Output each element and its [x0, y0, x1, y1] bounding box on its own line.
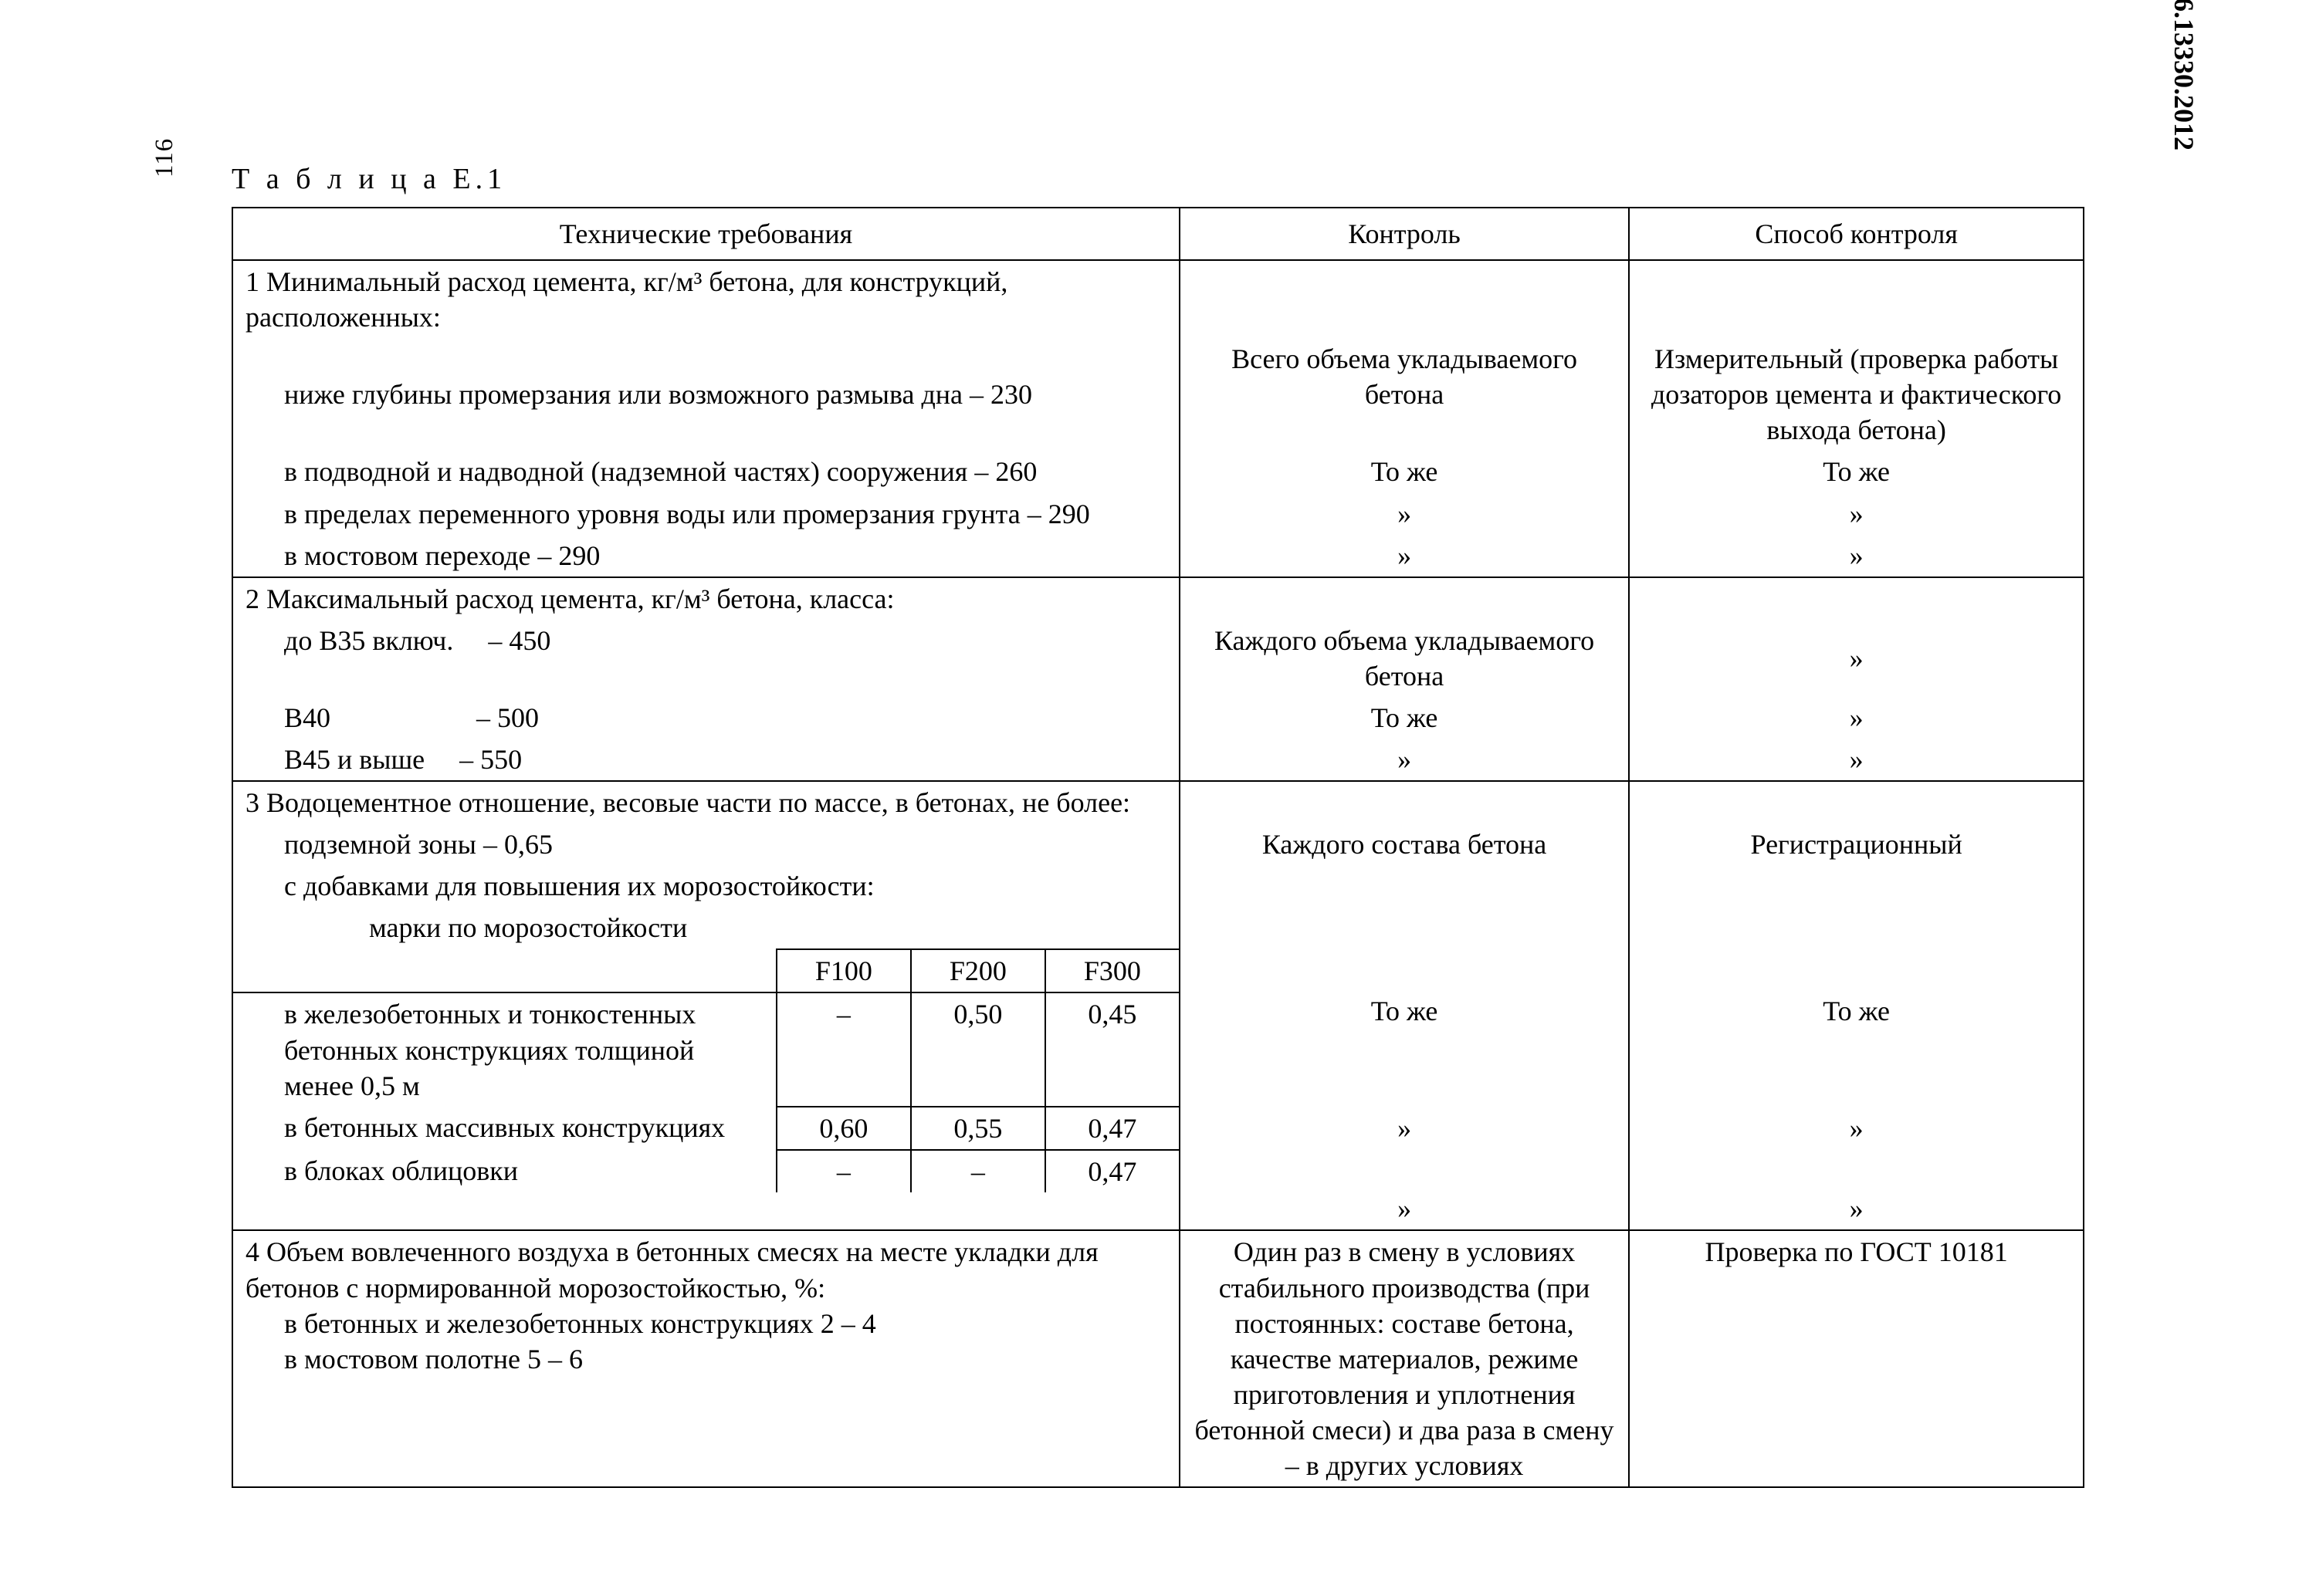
- sec1-row1: ниже глубины промерзания или возможного …: [232, 338, 2084, 451]
- frost-rc-v3: 0,47: [1045, 1150, 1179, 1192]
- sec3-frost-header: F100 F200 F300 в железобетонных и тонкос…: [232, 948, 2084, 1230]
- sec4-met: Проверка по ГОСТ 10181: [1629, 1230, 2084, 1487]
- header-req: Технические требования: [232, 208, 1180, 260]
- sec2-row2-ctrl: То же: [1180, 697, 1629, 739]
- sec2-row3-ctrl: »: [1180, 739, 1629, 781]
- sec3-row2: с добавками для повышения их морозостойк…: [232, 865, 2084, 907]
- frost-rb-met: »: [1630, 1107, 2083, 1188]
- table-title: Т а б л и ц а Е.1: [232, 162, 2084, 196]
- sec1-row1-req: ниже глубины промерзания или возможного …: [245, 377, 1166, 412]
- sec1-row3-ctrl: »: [1180, 493, 1629, 535]
- frost-rc-lbl: в блоках облицовки: [245, 1153, 764, 1189]
- sec3-row1-req: подземной зоны – 0,65: [245, 827, 1166, 862]
- frost-ra-met: То же: [1630, 990, 2083, 1107]
- sec1-title-row: 1 Минимальный расход цемента, кг/м³ бето…: [232, 260, 2084, 338]
- sec1-row2-req: в подводной и надводной (надземной частя…: [245, 454, 1166, 489]
- frost-ra-ctrl: То же: [1180, 990, 1628, 1107]
- sec3-row1-ctrl: Каждого состава бетона: [1180, 823, 1629, 865]
- frost-rc-v2: –: [911, 1150, 1045, 1192]
- sec2-row1: до В35 включ. – 450 Каждого объема уклад…: [232, 620, 2084, 687]
- page: 116 СП 46.13330.2012 Т а б л и ц а Е.1 Т…: [0, 0, 2316, 1596]
- sec4-title: 4 Объем вовлеченного воздуха в бетонных …: [245, 1236, 1099, 1303]
- frost-col2: F200: [911, 949, 1045, 992]
- sec1-row1-ctrl: Всего объема укладываемого бетона: [1180, 338, 1629, 451]
- frost-ra-lbl: в железобетонных и тонкостенных бетонных…: [245, 996, 764, 1103]
- sec2-row2-met: »: [1629, 697, 2084, 739]
- sec1-row2-met: То же: [1629, 451, 2084, 492]
- sec1-row4-req: в мостовом переходе – 290: [245, 538, 1166, 573]
- sec1-row3-req: в пределах переменного уровня воды или п…: [245, 496, 1166, 532]
- frost-ra-v3: 0,45: [1045, 992, 1179, 1106]
- frost-ra-v2: 0,50: [911, 992, 1045, 1106]
- sec1-row4: в мостовом переходе – 290 » »: [232, 535, 2084, 577]
- sec3-row2-req: с добавками для повышения их морозостойк…: [245, 868, 1166, 904]
- sec2-row3-met: »: [1629, 739, 2084, 781]
- sec3-title: 3 Водоцементное отношение, весовые части…: [232, 781, 1180, 823]
- sec3-row3-req: марки по морозостойкости: [245, 910, 1166, 945]
- frost-rb-v1: 0,60: [777, 1107, 911, 1150]
- frost-rb-lbl: в бетонных массивных конструкциях: [245, 1110, 764, 1145]
- table-header-row: Технические требования Контроль Способ к…: [232, 208, 2084, 260]
- sec2-title-row: 2 Максимальный расход цемента, кг/м³ бет…: [232, 577, 2084, 620]
- sec1-row1-met: Измерительный (проверка работы дозаторов…: [1629, 338, 2084, 451]
- requirements-table: Технические требования Контроль Способ к…: [232, 207, 2084, 1488]
- sec2-row1-met: »: [1629, 620, 2084, 697]
- sec2-row3-req: В45 и выше – 550: [245, 742, 1166, 777]
- frost-inner-table: F100 F200 F300 в железобетонных и тонкос…: [233, 948, 1179, 1192]
- frost-col1: F100: [777, 949, 911, 992]
- sec2-title: 2 Максимальный расход цемента, кг/м³ бет…: [232, 577, 1180, 620]
- sec1-row2: в подводной и надводной (надземной частя…: [232, 451, 2084, 492]
- sec4-row1: в бетонных и железобетонных конструкциях…: [245, 1306, 1166, 1341]
- page-number: 116: [151, 138, 179, 178]
- sec1-row2-ctrl: То же: [1180, 451, 1629, 492]
- sec2-row1-ctrl: Каждого объема укладываемого бетона: [1180, 620, 1629, 697]
- frost-rb-v2: 0,55: [911, 1107, 1045, 1150]
- sec1-row4-met: »: [1629, 535, 2084, 577]
- sec3-row1: подземной зоны – 0,65 Каждого состава бе…: [232, 823, 2084, 865]
- sec2-row1-req: до В35 включ. – 450: [245, 623, 1166, 658]
- sec1-row3-met: »: [1629, 493, 2084, 535]
- frost-col3: F300: [1045, 949, 1179, 992]
- sec4-ctrl: Один раз в смену в условиях стабильного …: [1180, 1230, 1629, 1487]
- sec3-row1-met: Регистрационный: [1629, 823, 2084, 865]
- sec3-title-row: 3 Водоцементное отношение, весовые части…: [232, 781, 2084, 823]
- sec4-row: 4 Объем вовлеченного воздуха в бетонных …: [232, 1230, 2084, 1487]
- sec1-row3: в пределах переменного уровня воды или п…: [232, 493, 2084, 535]
- sec3-row3: марки по морозостойкости: [232, 907, 2084, 948]
- frost-rc-ctrl: »: [1180, 1188, 1628, 1229]
- doc-code: СП 46.13330.2012: [2168, 0, 2200, 150]
- frost-rb-ctrl: »: [1180, 1107, 1628, 1188]
- frost-rc-v1: –: [777, 1150, 911, 1192]
- sec2-row3: В45 и выше – 550 » »: [232, 739, 2084, 781]
- sec2-row2: В40 – 500 То же »: [232, 697, 2084, 739]
- sec4-row2: в мостовом полотне 5 – 6: [245, 1341, 1166, 1377]
- frost-ra-v1: –: [777, 992, 911, 1106]
- header-ctrl: Контроль: [1180, 208, 1629, 260]
- sec1-row4-ctrl: »: [1180, 535, 1629, 577]
- header-met: Способ контроля: [1629, 208, 2084, 260]
- frost-rb-v3: 0,47: [1045, 1107, 1179, 1150]
- sec1-title: 1 Минимальный расход цемента, кг/м³ бето…: [232, 260, 1180, 338]
- frost-rc-met: »: [1630, 1188, 2083, 1229]
- sec2-row2-req: В40 – 500: [245, 700, 1166, 735]
